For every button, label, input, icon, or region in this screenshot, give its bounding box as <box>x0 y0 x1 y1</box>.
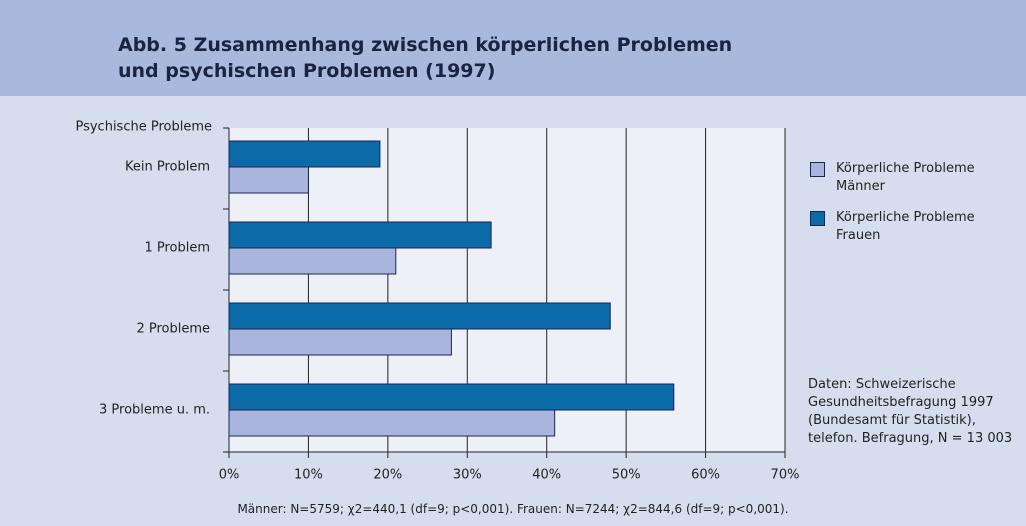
y-tick-label: 1 Problem <box>144 241 210 256</box>
bar <box>228 166 309 194</box>
y-tick-label: Kein Problem <box>125 160 210 175</box>
bar <box>228 140 381 168</box>
bar <box>228 221 492 249</box>
x-tick-label: 70% <box>771 468 800 483</box>
x-tick-label: 40% <box>532 468 561 483</box>
legend-swatch <box>810 211 825 226</box>
x-tick-label: 50% <box>612 468 641 483</box>
legend-label: Körperliche Probleme Männer <box>836 161 975 194</box>
bar <box>228 328 452 356</box>
y-axis-label: Psychische Probleme <box>75 120 212 135</box>
bar <box>228 302 611 330</box>
x-tick-label: 20% <box>373 468 402 483</box>
header-band <box>0 0 1026 96</box>
legend-swatch <box>810 162 825 177</box>
bar <box>228 247 397 275</box>
x-tick-label: 60% <box>691 468 720 483</box>
x-tick-label: 10% <box>294 468 323 483</box>
bar <box>228 383 675 411</box>
y-tick-label: 2 Probleme <box>136 322 210 337</box>
y-tick-label: 3 Probleme u. m. <box>99 403 210 418</box>
x-tick-label: 0% <box>219 468 240 483</box>
chart-title: Abb. 5 Zusammenhang zwischen körperliche… <box>118 34 733 82</box>
source-note: Daten: Schweizerische Gesundheitsbefragu… <box>808 377 1013 446</box>
x-tick-label: 30% <box>453 468 482 483</box>
bar <box>228 409 556 437</box>
footnote: Männer: N=5759; χ2=440,1 (df=9; p<0,001)… <box>237 502 789 516</box>
legend-label: Körperliche Probleme Frauen <box>836 210 975 243</box>
